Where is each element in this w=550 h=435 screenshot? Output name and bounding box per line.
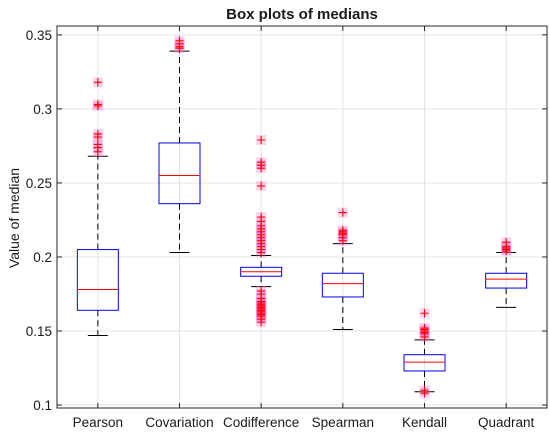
outlier-marker bbox=[502, 238, 511, 247]
outlier-marker bbox=[93, 130, 102, 139]
box-group bbox=[158, 35, 201, 254]
box-group bbox=[403, 308, 446, 399]
box-group bbox=[485, 237, 528, 308]
y-tick-label: 0.15 bbox=[26, 324, 52, 339]
x-tick-label: Kendall bbox=[402, 415, 447, 430]
plot-area bbox=[76, 35, 528, 399]
outlier-marker bbox=[257, 287, 266, 296]
iqr-box bbox=[158, 142, 201, 205]
outlier-marker bbox=[257, 181, 266, 190]
y-tick-label: 0.3 bbox=[33, 102, 52, 117]
outlier-marker bbox=[257, 136, 266, 145]
chart-title: Box plots of medians bbox=[226, 6, 378, 23]
y-tick-label: 0.25 bbox=[26, 176, 52, 191]
y-axis-label: Value of median bbox=[6, 168, 22, 268]
x-tick-label: Spearman bbox=[312, 415, 374, 430]
box-group bbox=[76, 77, 119, 336]
outlier-marker bbox=[93, 78, 102, 87]
y-tick-label: 0.1 bbox=[33, 398, 52, 413]
outlier-marker bbox=[420, 309, 429, 318]
outlier-marker bbox=[420, 386, 429, 395]
box-group bbox=[240, 135, 283, 328]
iqr-box bbox=[485, 272, 528, 289]
axes-frame bbox=[56, 25, 548, 409]
outlier-marker bbox=[257, 158, 266, 167]
outlier-marker bbox=[93, 100, 102, 109]
x-tick-label: Pearson bbox=[73, 415, 123, 430]
iqr-box bbox=[321, 272, 364, 298]
outlier-marker bbox=[93, 140, 102, 149]
x-tick-label: Covariation bbox=[145, 415, 213, 430]
box-group bbox=[321, 207, 364, 331]
outlier-marker bbox=[420, 324, 429, 333]
outlier-marker bbox=[338, 208, 347, 217]
iqr-box bbox=[76, 249, 119, 311]
x-tick-label: Codifference bbox=[223, 415, 299, 430]
iqr-box bbox=[403, 354, 446, 372]
y-tick-label: 0.2 bbox=[33, 250, 52, 265]
outlier-marker bbox=[257, 213, 266, 221]
y-tick-label: 0.35 bbox=[26, 28, 52, 43]
outlier-marker bbox=[175, 36, 184, 45]
axes-ticks: 0.1 0.15 0.2 0.25 0.3 0.35 Pearson Covariation C… bbox=[26, 26, 547, 430]
outlier-marker bbox=[338, 226, 347, 235]
x-tick-label: Quadrant bbox=[478, 415, 535, 430]
